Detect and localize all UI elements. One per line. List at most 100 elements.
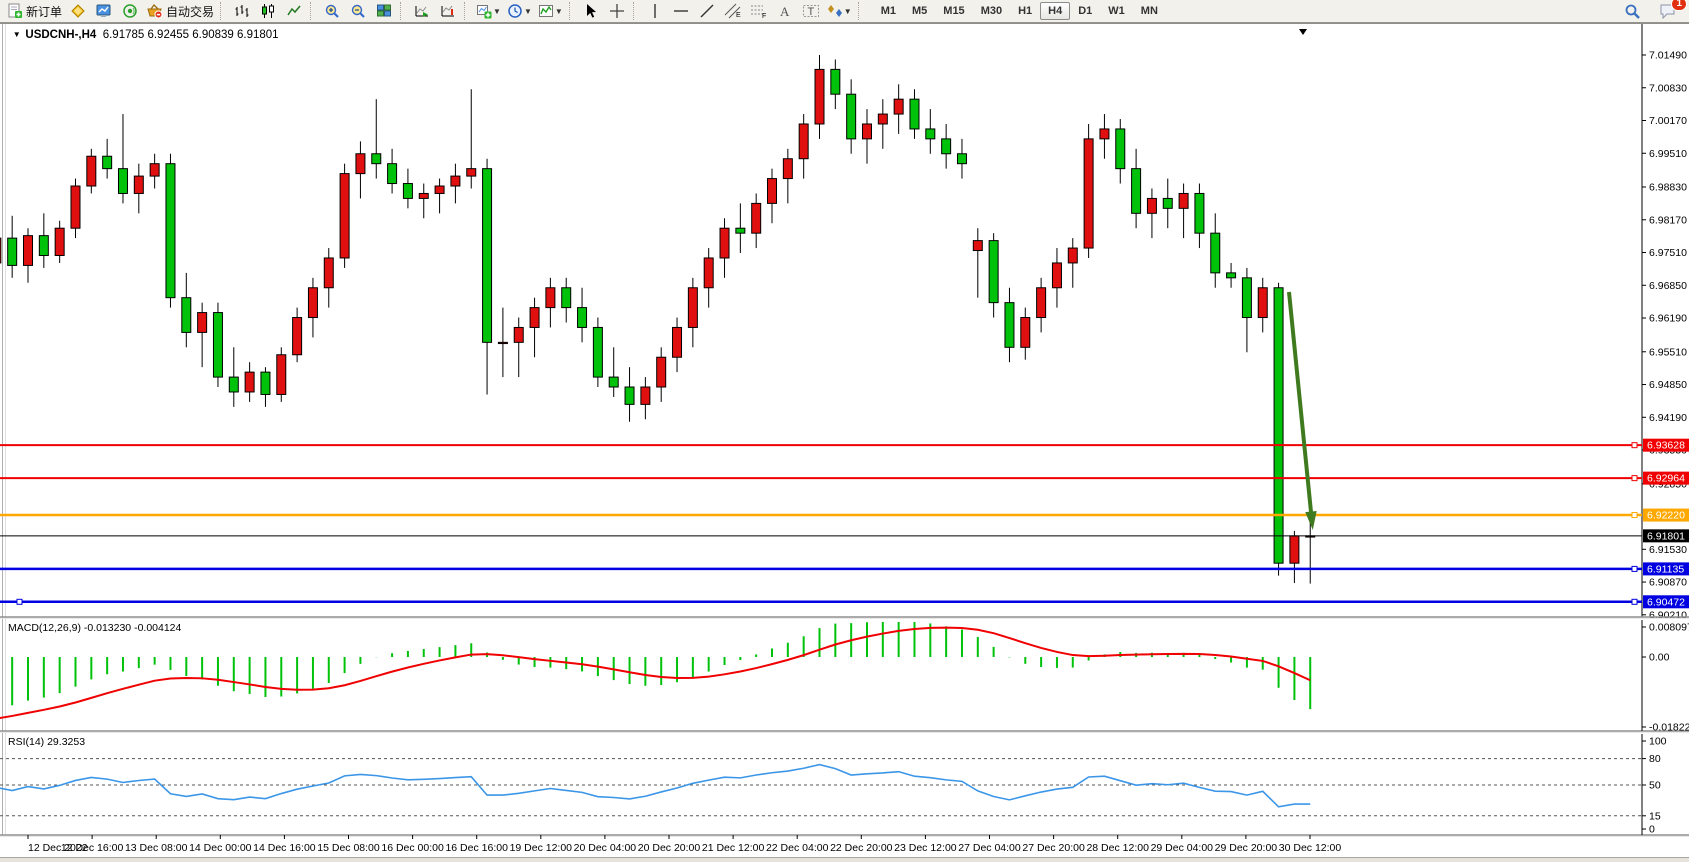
candle-up	[86, 155, 97, 187]
timeframe-button-M5[interactable]: M5	[912, 5, 928, 17]
candle-up	[323, 257, 334, 289]
candle-down	[561, 287, 572, 309]
dropdown-caret: ▼	[554, 6, 563, 16]
crosshair-tool-button[interactable]	[604, 0, 630, 22]
candle-down	[577, 307, 588, 328]
timeframe-button-M1[interactable]: M1	[880, 5, 896, 17]
zoom-out-button[interactable]	[345, 0, 371, 22]
candle-up	[751, 202, 762, 234]
market-watch-button[interactable]	[65, 0, 91, 22]
candle-up	[1083, 138, 1094, 249]
price-tick-label: 6.90210	[1649, 609, 1687, 621]
candle-up	[339, 173, 350, 259]
timeframe-button-M30[interactable]: M30	[980, 5, 1003, 17]
timeframe-button-MN[interactable]: MN	[1140, 5, 1158, 17]
timeframe-toolbar: M1 M5 M15 M30 H1 H4 D1 W1 MN	[873, 2, 1166, 20]
search-button[interactable]	[1619, 0, 1645, 22]
periods-button[interactable]: ▼	[504, 0, 535, 22]
trendline-icon	[700, 4, 714, 18]
svg-text:E: E	[736, 12, 741, 19]
candle-down	[735, 227, 746, 234]
candle-up	[640, 386, 651, 405]
chart-title-caret-icon[interactable]: ▼	[12, 30, 21, 40]
chart-canvas[interactable]: 7.01490 7.00830 7.00170 6.99510 6.98830 6.981…	[0, 23, 1689, 861]
channel-tool-button[interactable]: E	[720, 0, 746, 22]
horizontal-line-objects[interactable]: 6.93628 6.92964 6.92220 6.91135 6.90472	[0, 438, 1689, 609]
bar-chart-mode-button[interactable]	[229, 0, 255, 22]
arrow-object[interactable]	[1287, 291, 1317, 530]
candle-up	[1146, 197, 1157, 214]
candle-up	[497, 341, 508, 345]
candle-down	[387, 163, 398, 185]
signals-button[interactable]	[117, 0, 143, 22]
time-tick-label: 27 Dec 20:00	[1022, 842, 1085, 854]
chart-shift-button[interactable]	[435, 0, 461, 22]
candle-down	[1241, 277, 1252, 319]
candle-down	[1162, 197, 1173, 209]
candle-down	[165, 163, 176, 299]
candle-up	[418, 192, 429, 199]
candlestick-mode-button[interactable]	[255, 0, 281, 22]
arrows-tool-button[interactable]: ▼	[824, 0, 855, 22]
price-line-badge-label: 6.93628	[1647, 440, 1685, 452]
toolbar-right-group: 1	[1619, 0, 1687, 22]
horizontal-line-tool-button[interactable]	[668, 0, 694, 22]
text-label-tool-button[interactable]: T	[798, 0, 824, 22]
price-line-badge	[1643, 595, 1689, 609]
candle-down	[1210, 232, 1221, 274]
zoom-in-icon	[325, 4, 339, 18]
timeframe-button-H4[interactable]: H4	[1040, 2, 1071, 20]
price-tick-label: 6.96850	[1649, 280, 1687, 292]
auto-scroll-button[interactable]	[409, 0, 435, 22]
new-chart-icon	[477, 5, 492, 19]
candle-down	[1004, 302, 1015, 348]
candle-up	[54, 227, 65, 256]
new-chart-button[interactable]: ▼	[473, 0, 504, 22]
time-tick-label: 13 Dec 08:00	[125, 842, 188, 854]
notifications-button[interactable]: 1	[1655, 0, 1687, 22]
hline-handle[interactable]	[1631, 598, 1638, 605]
candle-down	[846, 93, 857, 140]
candle-down	[624, 386, 635, 405]
time-tick-label: 14 Dec 16:00	[253, 842, 316, 854]
autotrade-button[interactable]: 自动交易	[143, 0, 217, 22]
autotrade-label: 自动交易	[166, 4, 215, 19]
hline-handle[interactable]	[1631, 565, 1638, 572]
search-icon	[1625, 4, 1640, 19]
signal-icon	[123, 4, 137, 18]
vertical-line-tool-button[interactable]	[642, 0, 668, 22]
line-chart-mode-button[interactable]	[281, 0, 307, 22]
hline-handle[interactable]	[1631, 442, 1638, 449]
hline-handle[interactable]	[16, 598, 23, 605]
candle-down	[402, 183, 413, 199]
time-tick-label: 27 Dec 04:00	[958, 842, 1021, 854]
timeframe-button-H1[interactable]: H1	[1018, 5, 1033, 17]
candle-up	[656, 356, 667, 388]
text-tool-button[interactable]: A	[772, 0, 798, 22]
zoom-in-button[interactable]	[319, 0, 345, 22]
cursor-tool-button[interactable]	[578, 0, 604, 22]
candle-up	[23, 235, 33, 266]
price-tick-label: 6.94850	[1649, 379, 1687, 391]
chart-shift-marker[interactable]	[1299, 29, 1307, 35]
hline-handle[interactable]	[1631, 512, 1638, 519]
chart-symbol: USDCNH-,H4	[25, 29, 97, 41]
indicators-button[interactable]: ▼	[535, 0, 566, 22]
candle-down	[212, 312, 223, 378]
time-tick-label: 16 Dec 16:00	[445, 842, 508, 854]
macd-tick-label: 0.00	[1649, 652, 1670, 664]
rsi-indicator-label: RSI(14) 29.3253	[8, 736, 86, 748]
new-order-button[interactable]: 新订单	[4, 0, 65, 22]
trendline-tool-button[interactable]	[694, 0, 720, 22]
bid-price-badge	[1643, 529, 1689, 543]
timeframe-button-W1[interactable]: W1	[1108, 5, 1125, 17]
chart-window[interactable]: 7.01490 7.00830 7.00170 6.99510 6.98830 6.981…	[0, 23, 1689, 861]
hline-handle[interactable]	[1631, 475, 1638, 482]
chart-window-button[interactable]	[91, 0, 117, 22]
timeframe-button-D1[interactable]: D1	[1078, 5, 1093, 17]
timeframe-button-M15[interactable]: M15	[943, 5, 965, 17]
candle-down	[988, 240, 999, 304]
tile-windows-button[interactable]	[371, 0, 397, 22]
fibonacci-tool-button[interactable]: F	[746, 0, 772, 22]
